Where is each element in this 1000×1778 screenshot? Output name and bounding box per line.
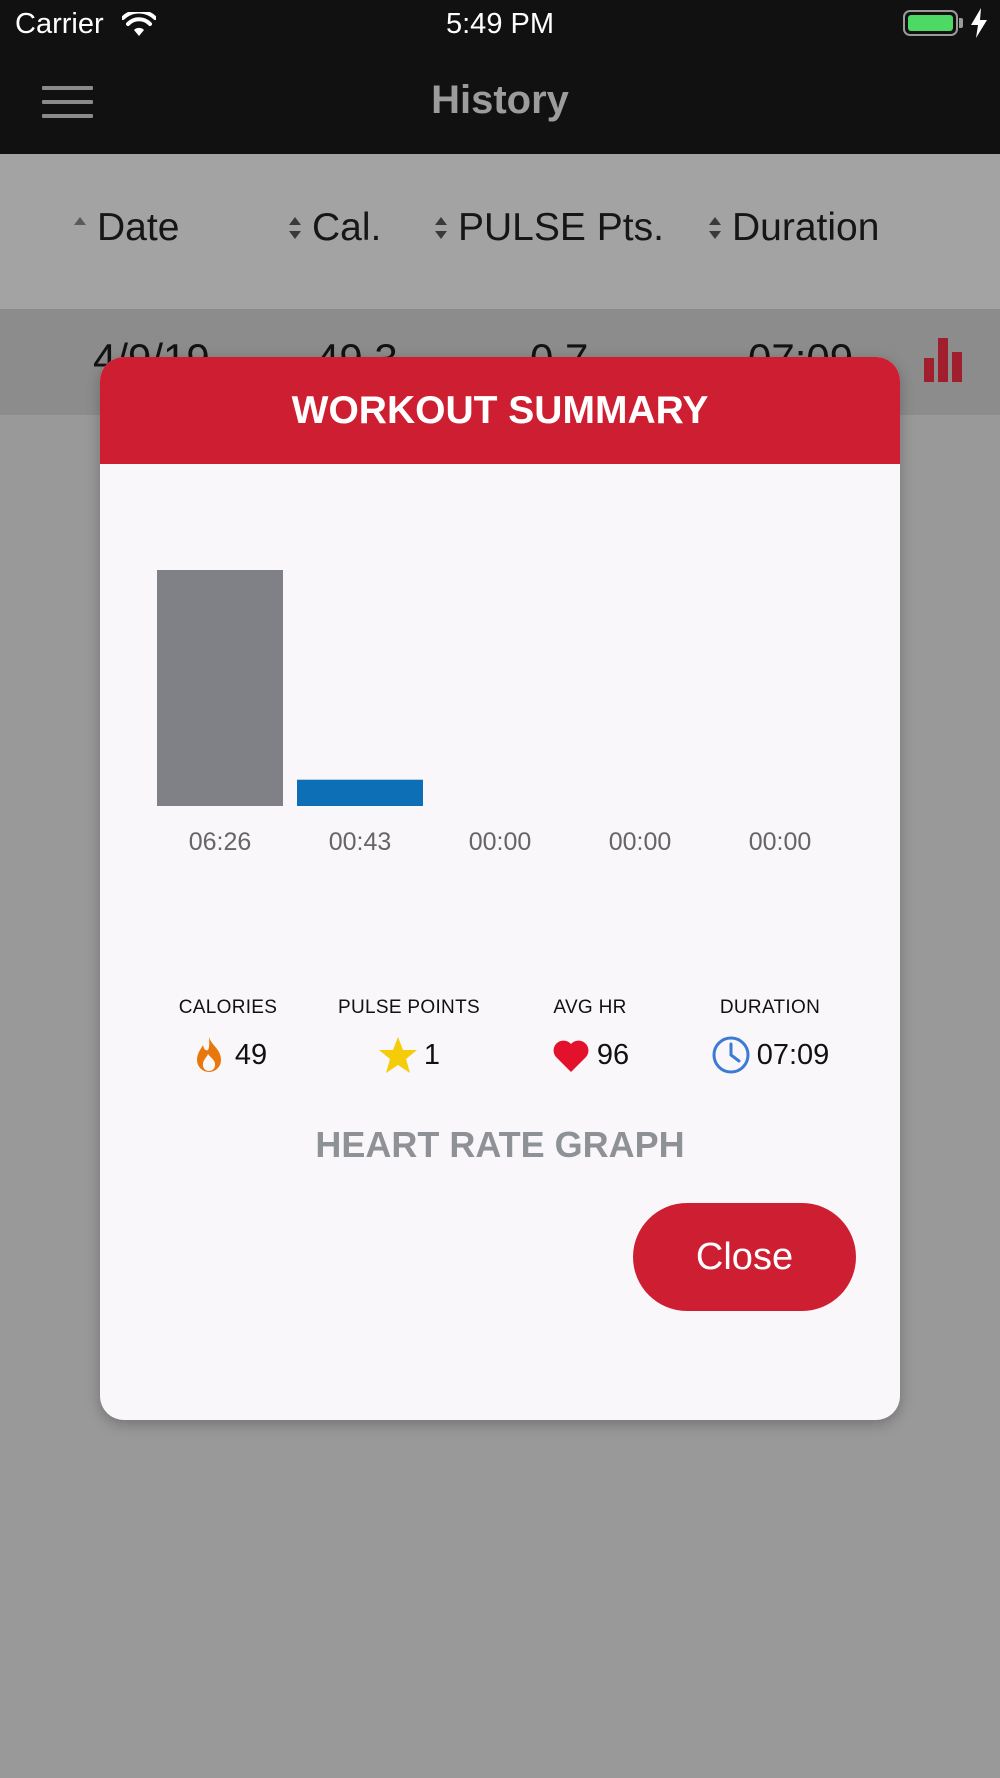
clock-icon [712, 1036, 750, 1074]
stat-label: DURATION [719, 997, 821, 1018]
column-header-label: PULSE Pts. [458, 206, 664, 249]
chart-tick-label-4: 00:00 [749, 828, 812, 856]
carrier-label: Carrier [15, 8, 104, 40]
column-header-date[interactable]: Date [73, 206, 179, 250]
column-header-label: Cal. [312, 206, 382, 249]
charging-bolt-icon [971, 8, 987, 38]
stat-calories: CALORIES 49 [138, 997, 318, 1075]
column-header-label: Date [97, 206, 180, 249]
stat-label: AVG HR [553, 997, 627, 1018]
workout-stats: CALORIES 49 PULSE POINTS 1 AVG HR [100, 997, 900, 1097]
stat-duration: DURATION 07:09 [680, 997, 860, 1075]
stat-value: 1 [423, 1038, 441, 1071]
heart-rate-graph-label: HEART RATE GRAPH [315, 1124, 685, 1165]
column-header-duration[interactable]: Duration [708, 206, 879, 250]
modal-title: WORKOUT SUMMARY [100, 357, 900, 464]
sort-icon [289, 217, 301, 239]
chart-tick-label-2: 00:00 [469, 828, 532, 856]
status-time: 5:49 PM [446, 8, 554, 40]
chart-tick-label-0: 06:26 [189, 828, 252, 856]
bar-chart-icon[interactable] [924, 338, 964, 382]
wifi-icon [122, 12, 156, 36]
stat-label: PULSE POINTS [338, 997, 480, 1018]
flame-icon [196, 1037, 221, 1072]
workout-summary-modal: WORKOUT SUMMARY 06:26 00:43 00:00 00:00 00:0… [100, 357, 900, 1420]
sort-icon [435, 217, 447, 239]
status-bar: Carrier 5:49 PM [0, 0, 1000, 50]
chart-tick-label-3: 00:00 [609, 828, 672, 856]
battery-icon [903, 10, 958, 36]
column-header-pulse-pts[interactable]: PULSE Pts. [434, 206, 664, 250]
chart-bar-0 [157, 570, 283, 806]
chart-tick-label-1: 00:43 [329, 828, 392, 856]
chart-bar-1 [297, 779, 423, 806]
star-icon [378, 1037, 417, 1073]
heart-icon [553, 1040, 589, 1072]
close-button[interactable]: Close [633, 1203, 856, 1311]
stat-value: 07:09 [756, 1038, 830, 1071]
workout-bar-chart: 06:26 00:43 00:00 00:00 00:00 [157, 570, 812, 856]
battery-tip [959, 18, 963, 28]
sort-asc-icon [74, 217, 86, 225]
nav-bar: History [0, 50, 1000, 154]
stat-pulse-points: PULSE POINTS 1 [319, 997, 499, 1075]
column-header-label: Duration [732, 206, 880, 249]
stat-avg-hr: AVG HR 96 [500, 997, 680, 1075]
sort-icon [709, 217, 721, 239]
stat-value: 96 [596, 1038, 630, 1071]
column-header-cal[interactable]: Cal. [288, 206, 381, 250]
stat-label: CALORIES [178, 997, 278, 1018]
stat-value: 49 [234, 1038, 268, 1071]
table-header: Date Cal. PULSE Pts. Duration [0, 154, 1000, 309]
page-title: History [431, 78, 569, 122]
hamburger-menu-icon[interactable] [42, 86, 93, 118]
